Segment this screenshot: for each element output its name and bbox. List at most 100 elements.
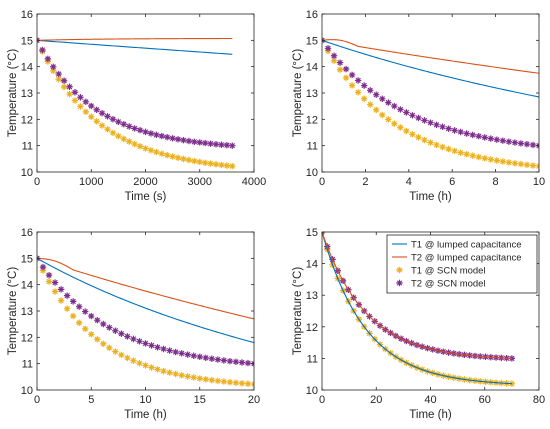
data-point [445,145,452,153]
data-point [124,333,131,340]
data-point [71,89,79,96]
legend-item: T1 @ lumped capacitance [392,240,522,251]
data-point [226,378,234,386]
data-point [190,374,197,381]
data-point [184,351,191,358]
data-point [112,327,119,334]
series-line-1 [37,257,254,344]
data-point [220,357,228,364]
data-point [190,352,197,359]
data-point [445,125,452,132]
legend-label: T2 @ SCN model [411,279,486,290]
data-point [160,345,167,353]
series-markers-3 [37,255,254,388]
data-point [342,74,350,82]
data-point [469,131,476,139]
data-point [196,158,203,166]
series-line-1 [37,39,233,55]
data-point [385,116,392,123]
data-point [57,286,65,293]
legend-item: T2 @ SCN model [396,279,486,290]
data-point [126,138,133,145]
chart-panel-4: 0 20 40 60 80 10 11 12 13 14 15 Time (h) Temperature… [292,227,545,421]
y-tick-label: 11 [22,141,33,153]
data-point [172,348,179,356]
data-point [51,288,59,295]
y-axis-label: Temperature (°C) [7,49,19,137]
data-point [77,103,84,110]
data-point [232,358,240,366]
series-group [322,232,516,387]
legend-item: T1 @ SCN model [396,266,486,277]
data-point [109,116,117,123]
data-point [330,52,338,59]
data-point [104,113,111,120]
x-tick-label: 80 [533,394,545,406]
data-point [160,367,167,375]
data-point [373,106,380,114]
x-tick-label: 10 [139,394,151,406]
data-point [166,347,173,354]
data-point [104,126,111,133]
data-point [201,139,209,147]
data-point [60,77,68,84]
data-point [517,140,525,147]
data-point [336,59,344,66]
data-point [120,135,127,143]
x-tick-label: 4000 [242,176,266,188]
data-point [421,117,428,124]
data-point [348,71,356,79]
legend-label: T1 @ lumped capacitance [411,240,522,251]
y-tick-label: 16 [306,9,318,21]
data-point [185,156,193,164]
data-point [220,378,228,385]
data-point [511,160,519,167]
series-line-1 [322,232,512,385]
y-tick-label: 15 [306,35,318,47]
data-point [511,139,519,146]
x-tick-label: 3000 [188,176,212,188]
series-line-2 [322,232,512,359]
data-point [178,350,185,357]
data-point [367,101,374,108]
x-tick-label: 8 [493,176,499,188]
legend-box [386,234,538,294]
y-tick-label: 12 [21,332,33,344]
data-point [202,376,209,383]
data-point [244,359,252,367]
data-point [463,130,470,137]
data-point [100,340,107,347]
x-tick-label: 6 [449,176,455,188]
series-group [37,255,254,388]
data-point [214,377,222,385]
data-point [69,312,77,320]
data-point [324,45,332,52]
data-point [154,366,161,373]
x-tick-label: 0 [34,176,40,188]
data-point [218,141,225,148]
data-point [385,99,392,106]
x-tick-label: 0 [34,394,40,406]
data-point [360,82,368,89]
y-tick-label: 12 [306,322,318,334]
chart-panel-2: 0 2 4 6 8 10 10 11 12 13 14 15 16 Time (h) Temperature… [292,9,545,203]
data-point [427,139,434,146]
data-point [106,324,113,331]
data-point [367,87,374,94]
data-point [120,121,127,128]
data-point [75,319,83,326]
data-point [244,380,252,387]
data-point [207,160,214,167]
x-tick-label: 0 [319,176,325,188]
legend-label: T2 @ lumped capacitance [411,253,522,264]
x-tick-label: 40 [424,394,436,406]
data-point [330,57,338,64]
x-tick-label: 2 [362,176,368,188]
x-tick-label: 20 [248,394,260,406]
data-point [451,147,458,155]
data-point [153,148,160,156]
data-point [475,153,482,161]
data-point [336,66,344,73]
data-point [164,151,171,159]
